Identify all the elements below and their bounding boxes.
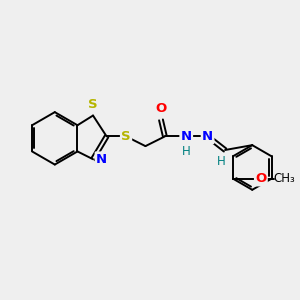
Text: N: N: [202, 130, 213, 143]
Text: N: N: [96, 153, 107, 166]
Text: CH₃: CH₃: [274, 172, 296, 185]
Text: O: O: [255, 172, 266, 185]
Text: O: O: [155, 102, 167, 115]
Text: H: H: [217, 155, 226, 168]
Text: S: S: [121, 130, 131, 143]
Text: S: S: [88, 98, 98, 111]
Text: H: H: [182, 145, 190, 158]
Text: N: N: [181, 130, 192, 143]
